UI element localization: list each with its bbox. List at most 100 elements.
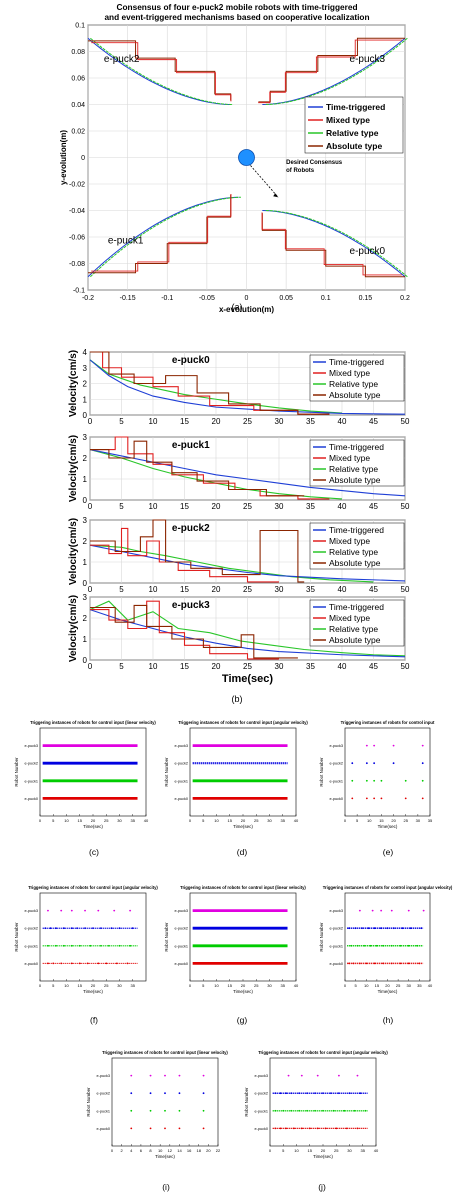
- legend-entry: Absolute type: [329, 475, 381, 485]
- x-tick-label: 25: [243, 662, 252, 671]
- trigger-point: [130, 1109, 133, 1112]
- trigger-point: [130, 1127, 133, 1130]
- trigger-panel-6: Triggering instances of robots for contr…: [86, 1050, 228, 1192]
- relative-type-line: [264, 37, 408, 105]
- trigger-point: [348, 927, 351, 930]
- x-axis-label: Time(sec): [313, 1154, 333, 1159]
- x-tick-label: 20: [206, 1148, 211, 1153]
- trigger-point: [332, 1109, 335, 1112]
- trigger-point: [390, 962, 393, 965]
- trigger-point: [322, 1109, 324, 1112]
- trigger-point: [322, 1092, 324, 1095]
- y-tick-label: 0.06: [71, 76, 85, 83]
- x-tick-label: 35: [361, 1148, 366, 1153]
- trigger-point: [300, 1127, 303, 1130]
- y-tick-label: 0: [81, 155, 85, 162]
- x-tick-label: 20: [241, 983, 246, 988]
- x-tick-label: 10: [364, 983, 369, 988]
- trigger-point: [421, 797, 424, 800]
- trigger-point: [86, 962, 89, 965]
- plot-area: [344, 892, 431, 982]
- trigger-point: [314, 1109, 316, 1112]
- trigger-point: [363, 944, 366, 947]
- x-tick-label: 30: [407, 983, 412, 988]
- x-tick-label: 15: [180, 662, 189, 671]
- x-tick-label: 35: [306, 662, 315, 671]
- panel-label: (g): [237, 1015, 248, 1025]
- trigger-point: [49, 927, 52, 930]
- x-axis-label: Time(sec): [155, 1154, 175, 1159]
- mixed-type-line: [91, 42, 232, 102]
- absolute-type-line: [258, 37, 405, 103]
- legend-entry: Time-triggered: [329, 602, 384, 612]
- trigger-point: [416, 944, 419, 947]
- y-axis-label: Robot Number: [86, 1087, 91, 1117]
- x-tick-label: -0.1: [161, 295, 173, 302]
- trigger-point: [365, 762, 368, 765]
- legend-entry: Relative type: [329, 624, 378, 634]
- y-tick-label: e-puck2: [254, 1092, 268, 1096]
- x-tick-label: 20: [91, 818, 96, 823]
- trigger-point: [306, 1109, 308, 1112]
- trigger-point: [373, 762, 376, 765]
- robot-label: e-puck1: [108, 236, 144, 247]
- x-tick-label: 35: [131, 983, 136, 988]
- y-tick-label: -0.02: [69, 182, 85, 189]
- chart-b: 0 5 10 15 20 25 30 35 40 45 5001234e-puck0Velocity…: [68, 348, 410, 704]
- legend-entry: Absolute type: [329, 390, 381, 400]
- trigger-point: [178, 1109, 181, 1112]
- y-axis-label: Velocity(cm/s): [68, 435, 79, 502]
- x-tick-label: 10: [149, 662, 158, 671]
- trigger-point: [70, 944, 73, 947]
- panel-label: (c): [89, 847, 99, 857]
- trigger-point: [351, 762, 354, 765]
- trigger-point: [316, 1127, 319, 1130]
- y-tick-label: e-puck3: [96, 1074, 110, 1078]
- x-axis-label: x-evolution(m): [219, 305, 274, 314]
- trigger-point: [164, 1074, 166, 1077]
- y-tick-label: e-puck1: [24, 944, 38, 948]
- x-tick-label: -0.05: [199, 295, 215, 302]
- y-axis-label: Robot Number: [164, 922, 169, 952]
- x-tick-label: -0.2: [82, 295, 94, 302]
- x-tick-label: 16: [187, 1148, 192, 1153]
- trigger-point: [392, 762, 395, 765]
- absolute-type-line: [90, 604, 298, 659]
- robot-label: e-puck3: [350, 54, 386, 65]
- trigger-point: [390, 944, 393, 947]
- trigger-point: [130, 1092, 133, 1095]
- x-tick-label: 14: [177, 1148, 182, 1153]
- arrow-head: [273, 193, 279, 198]
- panel-label: (b): [232, 694, 243, 704]
- plot-area: [189, 727, 297, 817]
- trigger-point: [351, 779, 354, 782]
- subplot-title: Triggering instances of robots for contr…: [102, 1050, 228, 1055]
- annotation: of Robots: [286, 168, 315, 174]
- y-tick-label: 1: [83, 395, 88, 404]
- x-tick-label: 40: [338, 502, 347, 511]
- trigger-point: [274, 1109, 277, 1112]
- trigger-point: [421, 762, 424, 765]
- x-tick-label: 35: [306, 585, 315, 594]
- mixed-type-line: [90, 527, 279, 583]
- y-tick-label: -0.04: [69, 208, 85, 215]
- x-tick-label: 0: [245, 295, 249, 302]
- trigger-point: [348, 962, 351, 965]
- trigger-point: [348, 1092, 351, 1095]
- trigger-point: [373, 779, 376, 782]
- x-tick-label: 10: [294, 1148, 299, 1153]
- x-tick-label: 25: [243, 502, 252, 511]
- x-tick-label: 20: [241, 818, 246, 823]
- panel-label: (f): [90, 1015, 98, 1025]
- x-tick-label: 10: [149, 502, 158, 511]
- trigger-point: [70, 927, 73, 930]
- time-triggered-line: [87, 196, 239, 278]
- trigger-point: [55, 944, 57, 947]
- trigger-point: [330, 1092, 332, 1095]
- trigger-point: [97, 909, 100, 912]
- x-tick-label: 15: [379, 818, 384, 823]
- trigger-point: [92, 927, 94, 930]
- trigger-point: [274, 1127, 277, 1130]
- time-triggered-line: [89, 449, 406, 497]
- trigger-point: [115, 962, 118, 965]
